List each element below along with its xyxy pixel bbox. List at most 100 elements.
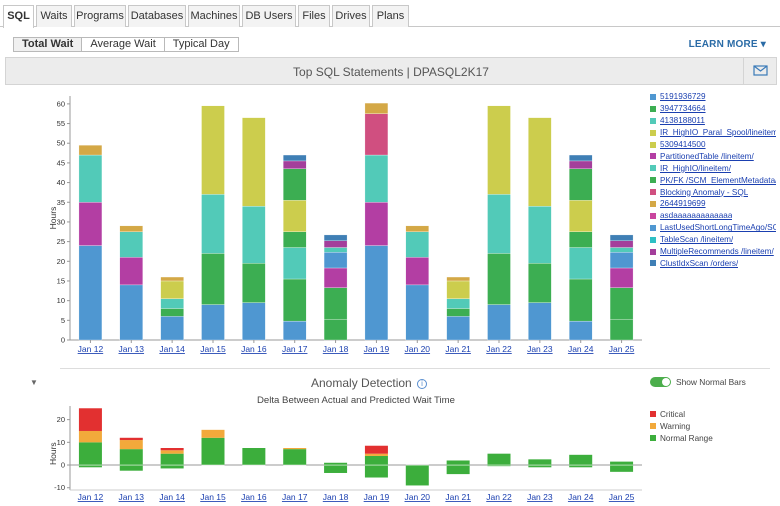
bar-segment xyxy=(609,234,634,241)
bar-segment xyxy=(609,240,634,248)
bar-segment xyxy=(78,145,103,156)
anomaly-x-tick-label: Jan 23 xyxy=(527,492,553,502)
warning-bar xyxy=(364,453,388,456)
legend-label[interactable]: PK/FK /SCM_ElementMetadata/ xyxy=(660,175,776,185)
normal-range-bar xyxy=(283,449,307,466)
x-tick-label: Jan 15 xyxy=(200,344,226,354)
typical-day-button[interactable]: Typical Day xyxy=(164,38,238,51)
legend-item[interactable]: 3947734664 xyxy=(650,103,776,115)
normal-range-bar xyxy=(569,454,593,468)
legend-item[interactable]: 4138188011 xyxy=(650,115,776,127)
legend-label[interactable]: ClustIdxScan /orders/ xyxy=(660,258,739,268)
bar-segment xyxy=(119,225,143,232)
x-tick-label: Jan 18 xyxy=(323,344,349,354)
anomaly-chart: -10 0 10 20 Hours Jan 12 Jan 13 Jan 14 Jan 15 Jan… xyxy=(48,406,642,502)
email-button[interactable] xyxy=(743,58,776,84)
bar-segment xyxy=(323,318,348,341)
bar-segment xyxy=(160,298,184,309)
tab-files[interactable]: Files xyxy=(298,5,330,27)
legend-label[interactable]: PartitionedTable /lineitem/ xyxy=(660,151,754,161)
learn-more-link[interactable]: LEARN MORE ▾ xyxy=(688,39,766,50)
bar-segment xyxy=(405,225,429,232)
warning-bar xyxy=(160,450,184,454)
bar-segment xyxy=(78,202,103,246)
legend-label[interactable]: 3947734664 xyxy=(660,104,706,114)
bar-segment xyxy=(487,253,511,305)
warning-bar xyxy=(119,440,143,450)
legend-item[interactable]: PK/FK /SCM_ElementMetadata/ xyxy=(650,174,776,186)
bar-segment xyxy=(201,253,225,305)
show-normal-bars-toggle[interactable] xyxy=(650,377,671,387)
anomaly-x-tick-label: Jan 21 xyxy=(445,492,471,502)
legend-item[interactable]: Blocking Anomaly - SQL xyxy=(650,186,776,198)
tab-machines[interactable]: Machines xyxy=(188,5,240,27)
legend-item[interactable]: LastUsedShortLongTimeAgo/SCM_/ xyxy=(650,222,776,234)
x-tick-label: Jan 17 xyxy=(282,344,308,354)
bar-segment xyxy=(119,257,143,286)
bar-segment xyxy=(201,304,225,341)
y-tick-label: 45 xyxy=(57,158,65,167)
bar-segment xyxy=(364,202,389,246)
y-tick-label: 35 xyxy=(57,198,65,207)
legend-swatch xyxy=(650,129,656,136)
tab-db-users[interactable]: DB Users xyxy=(242,5,296,27)
legend-swatch xyxy=(650,236,656,243)
x-tick-label: Jan 16 xyxy=(241,344,267,354)
legend-item[interactable]: 5309414500 xyxy=(650,139,776,151)
bar-segment xyxy=(323,267,348,288)
legend-item[interactable]: 5191936729 xyxy=(650,91,776,103)
tab-programs[interactable]: Programs xyxy=(74,5,126,27)
x-tick-label: Jan 23 xyxy=(527,344,553,354)
legend-item[interactable]: PartitionedTable /lineitem/ xyxy=(650,150,776,162)
legend-item[interactable]: 2644919699 xyxy=(650,198,776,210)
critical-bar xyxy=(160,448,184,451)
tab-waits[interactable]: Waits xyxy=(36,5,72,27)
tab-sql[interactable]: SQL xyxy=(3,5,34,28)
anomaly-x-tick-label: Jan 14 xyxy=(159,492,185,502)
anomaly-legend: Critical Warning Normal Range xyxy=(650,408,713,444)
x-tick-label: Jan 20 xyxy=(405,344,431,354)
legend-label[interactable]: 2644919699 xyxy=(660,199,706,209)
legend-label[interactable]: 5309414500 xyxy=(660,140,706,149)
legend-item[interactable]: asdaaaaaaaaaaaaa xyxy=(650,210,776,222)
y-tick-label: 60 xyxy=(57,99,65,108)
legend-item[interactable]: IR_HighIO_Paral_Spool/lineitem xyxy=(650,127,776,139)
legend-label[interactable]: IR_HighIO_Paral_Spool/lineitem xyxy=(660,128,776,138)
legend-item[interactable]: MultipleRecommends /lineitem/ xyxy=(650,246,776,258)
legend-label[interactable]: TableScan /lineitem/ xyxy=(660,235,734,245)
total-wait-button[interactable]: Total Wait xyxy=(14,38,83,51)
legend-label[interactable]: Blocking Anomaly - SQL xyxy=(660,187,749,197)
normal-range-bar xyxy=(405,465,429,486)
bar-segment xyxy=(569,160,593,169)
legend-item[interactable]: IR_HighIO/lineitem/ xyxy=(650,162,776,174)
chart-header: Top SQL Statements | DPASQL2K17 xyxy=(5,57,777,85)
average-wait-button[interactable]: Average Wait xyxy=(82,38,165,51)
legend-label[interactable]: 4138188011 xyxy=(660,116,705,126)
anomaly-y-axis-title: Hours xyxy=(48,442,58,465)
anomaly-x-tick-label: Jan 20 xyxy=(405,492,431,502)
bar-segment xyxy=(242,117,266,207)
bar-segment xyxy=(119,284,143,341)
bar-segment xyxy=(283,320,307,341)
legend-label: Warning xyxy=(660,421,691,431)
collapse-arrow-icon[interactable]: ▼ xyxy=(30,378,38,387)
tab-databases[interactable]: Databases xyxy=(128,5,186,27)
legend-item[interactable]: TableScan /lineitem/ xyxy=(650,234,776,246)
tab-plans[interactable]: Plans xyxy=(372,5,409,27)
legend-label[interactable]: LastUsedShortLongTimeAgo/SCM_/ xyxy=(660,223,776,233)
tab-drives[interactable]: Drives xyxy=(332,5,370,27)
bar-segment xyxy=(160,316,184,341)
legend-label[interactable]: MultipleRecommends /lineitem/ xyxy=(660,247,774,257)
legend-label[interactable]: 5191936729 xyxy=(660,92,706,102)
x-tick-label: Jan 14 xyxy=(159,344,185,354)
anomaly-y-tick-label: 10 xyxy=(57,438,65,447)
legend-swatch xyxy=(650,423,656,429)
anomaly-x-tick-label: Jan 17 xyxy=(282,492,308,502)
anomaly-x-tick-label: Jan 13 xyxy=(119,492,145,502)
legend-item[interactable]: ClustIdxScan /orders/ xyxy=(650,257,776,269)
info-icon[interactable]: i xyxy=(417,379,428,389)
bar-segment xyxy=(528,302,552,341)
legend-label[interactable]: IR_HighIO/lineitem/ xyxy=(660,163,731,173)
legend-label[interactable]: asdaaaaaaaaaaaaa xyxy=(660,211,733,221)
bar-segment xyxy=(283,247,307,280)
